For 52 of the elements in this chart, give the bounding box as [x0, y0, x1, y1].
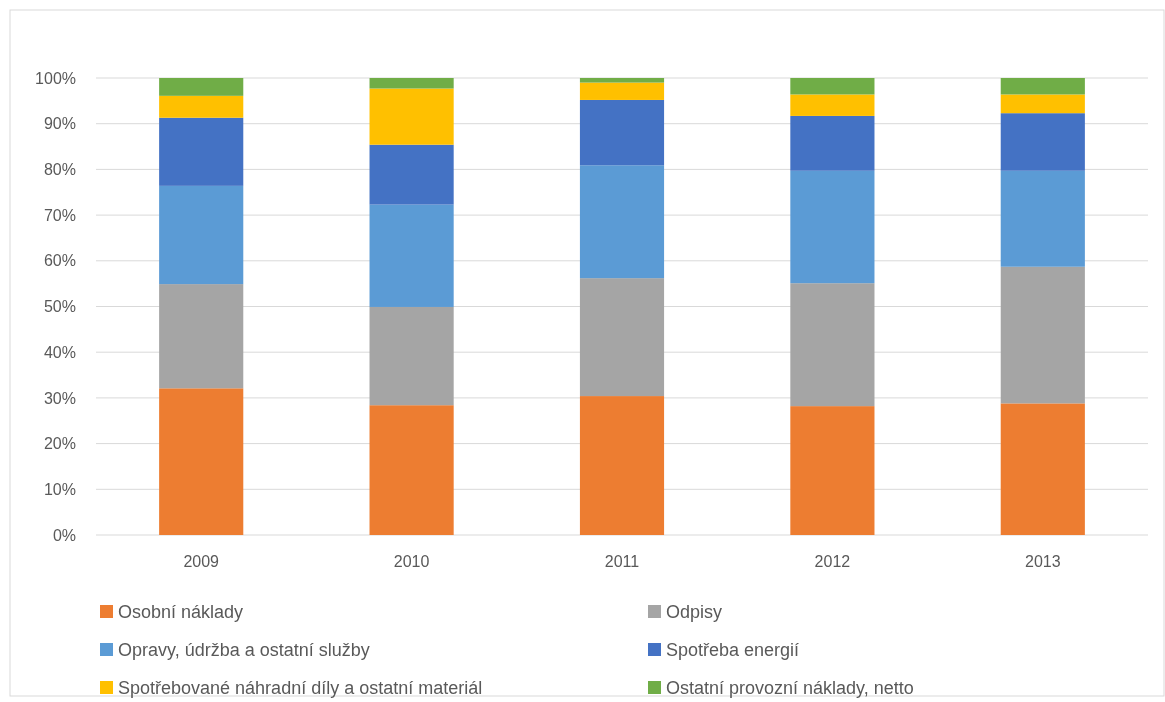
- y-tick-label: 70%: [43, 206, 76, 224]
- legend-label: Opravy, údržba a ostatní služby: [118, 640, 370, 661]
- bar: [579, 396, 665, 535]
- y-tick-label: 90%: [43, 115, 76, 133]
- bar: [1000, 170, 1085, 267]
- bar: [790, 78, 875, 95]
- bar: [579, 82, 665, 100]
- bar: [369, 204, 454, 307]
- bar: [790, 94, 875, 116]
- legend-label: Ostatní provozní náklady, netto: [666, 678, 914, 699]
- bar: [1000, 266, 1085, 404]
- bar: [159, 78, 244, 96]
- bar: [579, 99, 665, 166]
- bar: [159, 185, 244, 285]
- y-tick-label: 100%: [35, 69, 76, 87]
- bar: [369, 78, 454, 89]
- y-tick-label: 20%: [43, 435, 76, 453]
- x-tick-label: 2013: [1025, 553, 1061, 570]
- bar: [1000, 403, 1085, 535]
- bar: [369, 306, 454, 406]
- y-tick-label: 0%: [52, 526, 76, 544]
- bar: [1000, 94, 1085, 114]
- bar: [579, 78, 665, 83]
- bar: [369, 144, 454, 205]
- y-tick-label: 60%: [43, 252, 76, 270]
- bar: [579, 165, 665, 279]
- x-tick-label: 2009: [183, 553, 220, 570]
- y-tick-label: 40%: [43, 343, 76, 361]
- bar: [369, 88, 454, 145]
- bar: [159, 388, 244, 535]
- bar: [790, 283, 875, 407]
- y-tick-label: 80%: [43, 161, 76, 178]
- x-tick-label: 2010: [393, 553, 430, 570]
- bar: [790, 115, 875, 171]
- legend-label: Odpisy: [666, 602, 723, 623]
- y-tick-label: 30%: [43, 389, 76, 407]
- legend-label: Osobní náklady: [118, 602, 244, 623]
- bar: [790, 406, 875, 535]
- bar: [579, 278, 665, 397]
- bar: [159, 95, 244, 118]
- bar: [1000, 78, 1085, 95]
- x-tick-label: 2011: [604, 553, 640, 570]
- bar: [159, 117, 244, 186]
- y-tick-label: 50%: [43, 298, 76, 316]
- legend-label: Spotřeba energií: [666, 640, 800, 661]
- bar: [1000, 113, 1085, 171]
- bar: [369, 405, 454, 535]
- y-tick-label: 10%: [43, 480, 76, 498]
- bar: [790, 170, 875, 284]
- x-tick-label: 2012: [814, 553, 851, 570]
- legend-label: Spotřebované náhradní díly a ostatní materiál: [118, 678, 483, 699]
- bar: [159, 284, 244, 389]
